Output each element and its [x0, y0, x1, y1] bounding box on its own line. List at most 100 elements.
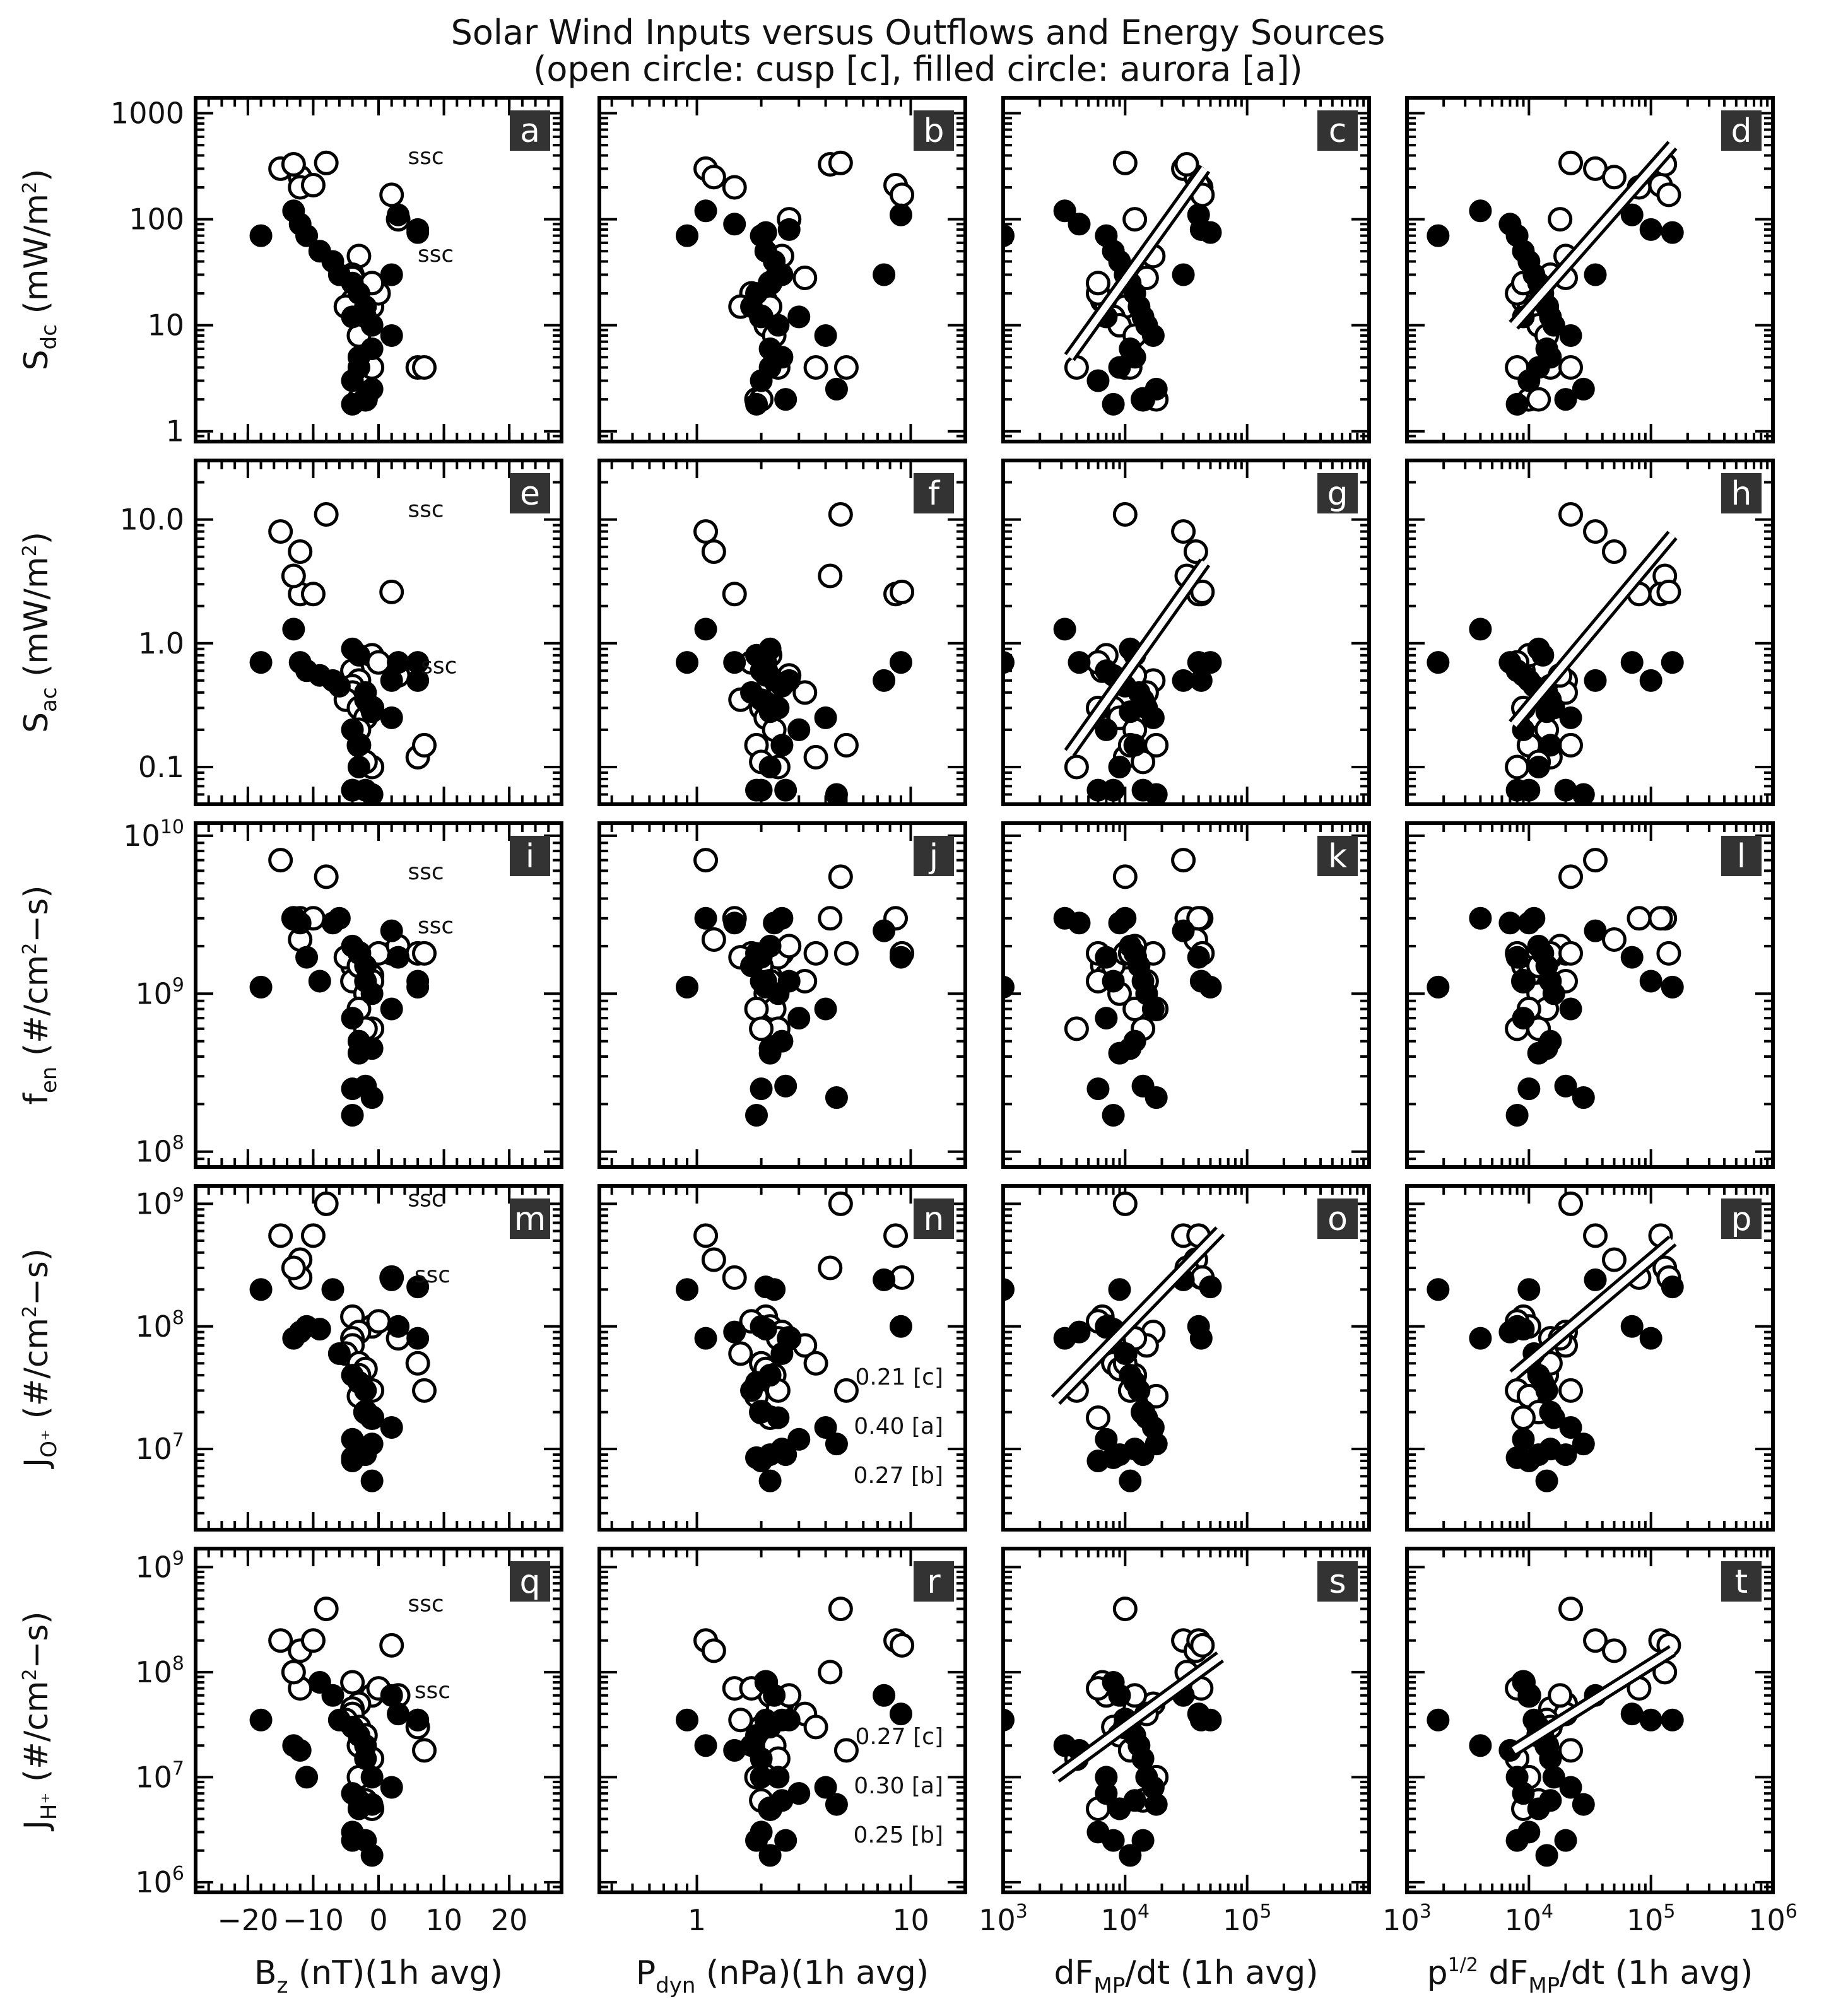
panel-letter: t	[1735, 1563, 1748, 1601]
aurora-point	[676, 1708, 699, 1732]
cusp-point	[1601, 539, 1627, 565]
aurora-point	[1127, 1379, 1151, 1402]
cusp-point	[1112, 501, 1138, 527]
aurora-point	[1535, 1379, 1558, 1402]
panel-letter: d	[1731, 112, 1751, 150]
cusp-point	[792, 680, 818, 705]
aurora-point	[1572, 377, 1595, 401]
y-tick-label: 1.0	[138, 626, 184, 660]
panel-frame	[194, 821, 563, 1169]
aurora-point	[1003, 651, 1015, 674]
cusp-point	[1558, 864, 1584, 889]
cusp-point	[744, 997, 769, 1022]
panel-letter-box	[1721, 1198, 1762, 1239]
data-points	[249, 150, 437, 416]
aurora-point	[1131, 1443, 1155, 1467]
aurora-point	[787, 1427, 811, 1451]
aurora-point	[1554, 1074, 1577, 1098]
aurora-point	[249, 1708, 273, 1732]
aurora-point	[1554, 388, 1577, 411]
aurora-point	[787, 305, 811, 329]
cusp-point	[288, 539, 313, 565]
cusp-point	[701, 1638, 726, 1663]
aurora-point	[1003, 1278, 1015, 1301]
x-tick-label: 105	[1223, 1901, 1272, 1937]
aurora-point	[758, 700, 782, 724]
x-tick-label: 103	[979, 1901, 1028, 1937]
y-tick-label: 100	[129, 202, 184, 237]
aurora-point	[676, 224, 699, 247]
aurora-point	[694, 199, 717, 223]
cusp-point	[1174, 151, 1199, 177]
panel-frame	[597, 1547, 967, 1894]
panel-h: h	[1405, 459, 1775, 806]
aurora-point	[1469, 1327, 1492, 1350]
aurora-point	[295, 1766, 319, 1789]
cusp-point	[701, 165, 726, 190]
aurora-point	[1141, 997, 1165, 1021]
cusp-point	[1186, 906, 1211, 931]
data-points	[1427, 141, 1684, 416]
panel-t: t 103 104 105 106 p1/2 dFMP/dt (1h avg)	[1382, 1547, 1798, 1998]
y-tick-label: 1010	[123, 816, 184, 853]
y-tick-label: 109	[135, 1547, 184, 1584]
aurora-point	[249, 651, 273, 674]
panel-letter: f	[928, 475, 941, 513]
cusp-point	[300, 1223, 326, 1248]
aurora-point	[814, 706, 837, 729]
cusp-point	[1548, 207, 1573, 232]
ssc-label: ssc	[408, 1186, 444, 1212]
data-points	[1427, 1191, 1684, 1492]
panel-e: ssc ssc e 0.1 1.0 10.0 Sac (mW/m2)	[18, 459, 563, 806]
aurora-point	[1512, 1318, 1535, 1341]
aurora-point	[1572, 1793, 1595, 1816]
aurora-point	[380, 263, 403, 286]
aurora-point	[1053, 618, 1076, 641]
data-points	[676, 150, 915, 416]
cusp-point	[412, 1378, 437, 1403]
aurora-point	[777, 970, 801, 993]
data-points	[1003, 848, 1222, 1127]
cusp-point	[1558, 1597, 1584, 1622]
aurora-point	[249, 975, 273, 999]
aurora-point	[1119, 337, 1142, 360]
cusp-point	[366, 650, 391, 675]
correlation-value: 0.21 [c]	[856, 1364, 943, 1390]
aurora-point	[750, 1077, 773, 1101]
cusp-point	[890, 1632, 915, 1658]
aurora-point	[1559, 997, 1582, 1021]
aurora-point	[1542, 1406, 1565, 1429]
aurora-point	[1427, 975, 1450, 999]
aurora-point	[1572, 1086, 1595, 1109]
aurora-point	[1505, 1829, 1529, 1852]
panel-o: o	[1001, 1184, 1371, 1532]
aurora-point	[380, 1415, 403, 1439]
aurora-point	[1053, 199, 1076, 223]
cusp-point	[749, 1016, 774, 1041]
cusp-point	[300, 582, 326, 607]
aurora-point	[774, 778, 797, 802]
aurora-point	[1199, 975, 1222, 999]
cusp-point	[722, 175, 747, 200]
panel-frame	[1001, 821, 1371, 1169]
aurora-point	[754, 1708, 777, 1732]
panel-letter-box	[914, 110, 954, 151]
panel-c: c	[1001, 96, 1371, 443]
panel-letter-box	[510, 836, 550, 876]
x-tick-label: 106	[1748, 1901, 1798, 1937]
aurora-point	[787, 1007, 811, 1030]
cusp-point	[1112, 150, 1138, 175]
correlation-value: 0.27 [c]	[856, 1724, 943, 1750]
cusp-point	[833, 355, 859, 380]
aurora-point	[1131, 1829, 1155, 1852]
aurora-point	[341, 392, 364, 416]
aurora-point	[360, 700, 384, 724]
aurora-point	[1554, 1829, 1577, 1852]
aurora-point	[1661, 651, 1684, 674]
cusp-point	[701, 927, 726, 952]
cusp-point	[1558, 355, 1584, 380]
aurora-point	[406, 651, 430, 674]
x-tick-label: 1	[688, 1903, 706, 1937]
axis-ticks	[1406, 823, 1774, 1167]
